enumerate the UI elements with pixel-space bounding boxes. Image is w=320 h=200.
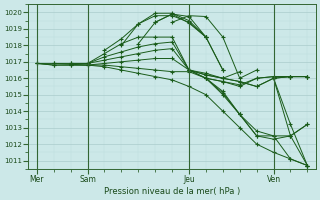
- X-axis label: Pression niveau de la mer( hPa ): Pression niveau de la mer( hPa ): [104, 187, 240, 196]
